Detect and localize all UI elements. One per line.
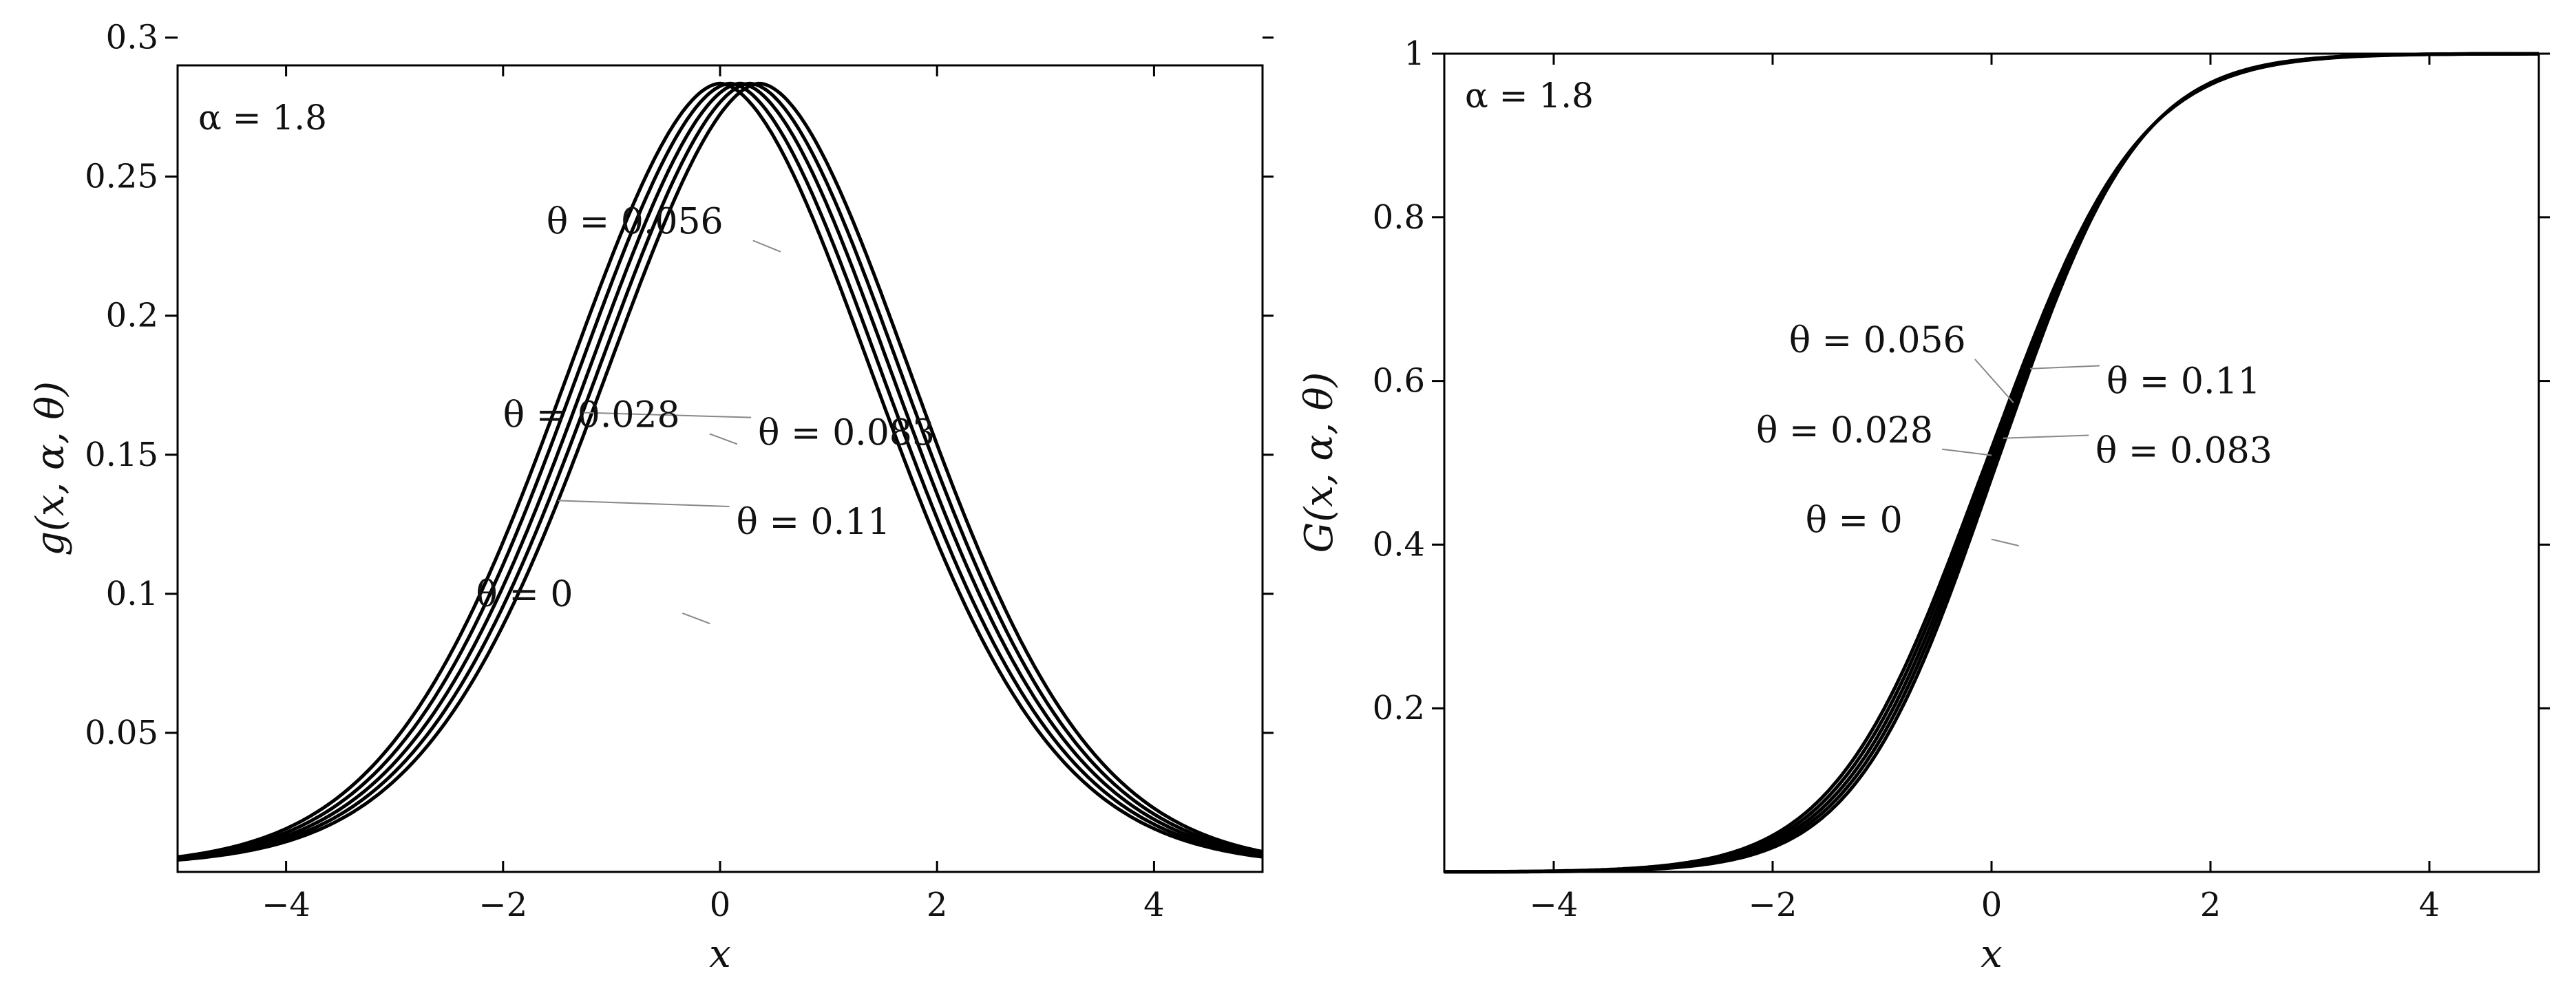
series-leader-2 bbox=[752, 239, 781, 253]
curves-density bbox=[177, 81, 1263, 862]
x-tick-label: −4 bbox=[1530, 886, 1579, 924]
y-tick-label: 0.1 bbox=[106, 575, 158, 613]
series-labels-cdf: θ = 0 θ = 0.028 θ = 0.056 θ = 0.083 θ = 0.11 bbox=[1756, 320, 2272, 542]
y-tick-label: 0.6 bbox=[1373, 362, 1425, 401]
series-line-0 bbox=[177, 81, 1263, 859]
y-ticks-cdf: 0.2 0.4 0.6 0.8 1 bbox=[1373, 34, 2550, 727]
series-label-0: θ = 0 bbox=[1806, 500, 1903, 542]
y-tick-label: 0.4 bbox=[1373, 525, 1425, 564]
series-leader-1 bbox=[709, 433, 738, 445]
x-tick-label: 2 bbox=[927, 886, 948, 924]
x-ticks-cdf: −4 −2 0 2 4 bbox=[1530, 54, 2440, 924]
series-labels-density: θ = 0 θ = 0.028 θ = 0.056 θ = 0.083 θ = 0.11 bbox=[476, 202, 935, 616]
series-label-3: θ = 0.083 bbox=[2095, 431, 2272, 472]
x-tick-label: −4 bbox=[262, 886, 310, 924]
series-label-1: θ = 0.028 bbox=[503, 394, 680, 436]
curves-cdf bbox=[1444, 52, 2539, 874]
series-line-3 bbox=[177, 81, 1263, 862]
series-leader-3 bbox=[582, 412, 752, 418]
series-line-4 bbox=[177, 81, 1263, 862]
y-axis-title-cdf: G(x, α, θ) bbox=[1297, 372, 1342, 553]
series-line-1 bbox=[177, 81, 1263, 860]
series-leader-0 bbox=[682, 612, 710, 625]
x-tick-label: 0 bbox=[710, 886, 731, 924]
leaders-density bbox=[558, 239, 781, 625]
x-axis-title-density: x bbox=[709, 932, 731, 977]
alpha-annotation-cdf: α = 1.8 bbox=[1465, 76, 1594, 116]
y-tick-label: 0.25 bbox=[85, 158, 158, 196]
series-leader-0 bbox=[1991, 538, 2019, 547]
y-axis-title-density: g(x, α, θ) bbox=[28, 381, 73, 556]
series-label-3: θ = 0.083 bbox=[758, 413, 935, 454]
y-tick-label: 1 bbox=[1404, 34, 1425, 73]
series-label-2: θ = 0.056 bbox=[1789, 320, 1966, 361]
y-ticks-density: 0.05 0.1 0.15 0.2 0.25 0.3 bbox=[85, 19, 1274, 752]
plot-frame-density bbox=[176, 64, 1264, 873]
y-tick-label: 0.2 bbox=[106, 297, 158, 335]
panel-density: −4 −2 0 2 4 0.050.10.150.20.250.3 θ = 0θ = 0… bbox=[28, 19, 1274, 977]
series-leader-4 bbox=[2030, 365, 2100, 370]
y-tick-label: 0.15 bbox=[85, 436, 158, 474]
leaders-cdf bbox=[1942, 359, 2100, 547]
series-line-4 bbox=[1444, 52, 2539, 874]
x-tick-label: 4 bbox=[2419, 886, 2440, 924]
series-label-2: θ = 0.056 bbox=[547, 202, 724, 243]
x-ticks-density: −4 −2 0 2 4 bbox=[262, 65, 1165, 924]
series-leader-2 bbox=[1974, 359, 2014, 403]
series-label-4: θ = 0.11 bbox=[737, 502, 891, 543]
series-label-1: θ = 0.028 bbox=[1756, 410, 1933, 451]
x-tick-label: −2 bbox=[1749, 886, 1797, 924]
series-label-4: θ = 0.11 bbox=[2107, 361, 2261, 402]
x-tick-label: 4 bbox=[1143, 886, 1165, 924]
y-tick-label: 0.05 bbox=[85, 714, 158, 752]
series-leader-3 bbox=[2003, 434, 2089, 439]
x-tick-label: 0 bbox=[1981, 886, 2003, 924]
y-tick-label: 0.3 bbox=[106, 19, 158, 57]
series-label-0: θ = 0 bbox=[476, 574, 573, 615]
series-line-2 bbox=[1444, 52, 2539, 874]
alpha-annotation-density: α = 1.8 bbox=[198, 98, 327, 138]
series-leader-4 bbox=[558, 500, 730, 507]
x-tick-label: −2 bbox=[478, 886, 527, 924]
y-tick-label: 0.2 bbox=[1373, 689, 1425, 727]
x-tick-label: 2 bbox=[2200, 886, 2221, 924]
series-line-2 bbox=[177, 81, 1263, 861]
y-tick-label: 0.8 bbox=[1373, 198, 1425, 237]
series-leader-1 bbox=[1942, 448, 1992, 456]
x-axis-title-cdf: x bbox=[1981, 932, 2003, 977]
